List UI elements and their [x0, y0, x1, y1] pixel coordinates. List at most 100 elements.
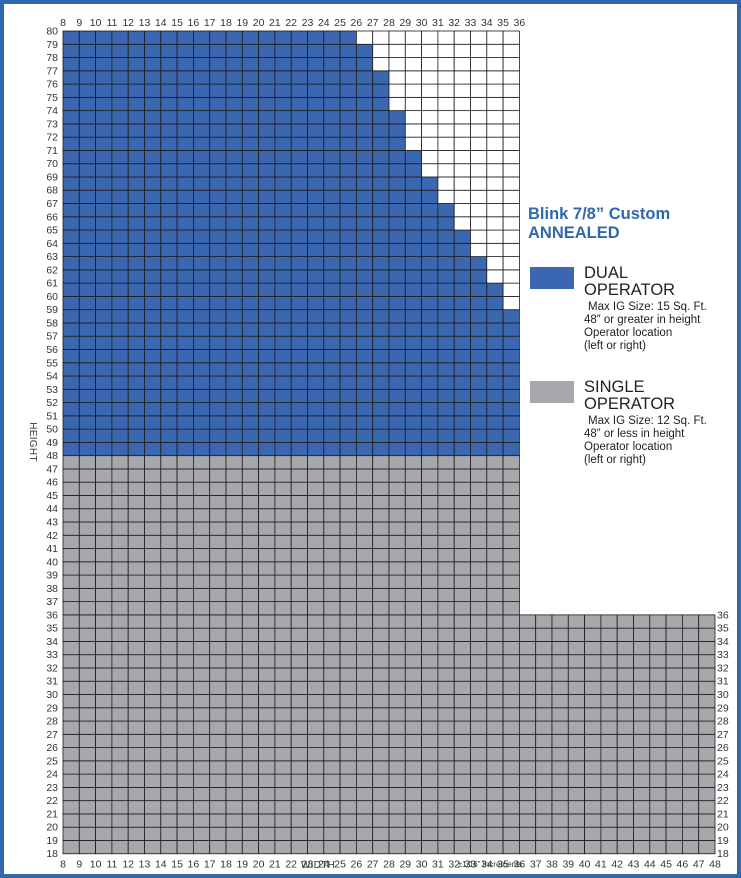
single-operator-cell	[209, 707, 227, 722]
single-operator-cell	[486, 667, 504, 682]
dual-operator-cell	[307, 96, 325, 112]
single-operator-cell	[519, 786, 537, 802]
dual-operator-cell	[209, 30, 227, 45]
dual-operator-cell	[225, 388, 243, 403]
single-operator-cell	[421, 627, 439, 642]
single-operator-cell	[470, 733, 488, 748]
single-operator-cell	[241, 720, 260, 735]
single-operator-cell	[453, 468, 471, 483]
single-operator-cell	[551, 786, 569, 802]
single-operator-cell	[698, 826, 716, 841]
single-operator-cell	[453, 601, 471, 616]
single-operator-cell	[323, 601, 341, 616]
dual-operator-cell	[225, 335, 243, 350]
single-operator-cell	[160, 694, 178, 709]
single-operator-cell	[225, 548, 243, 563]
single-operator-cell	[290, 561, 308, 576]
single-operator-cell	[160, 654, 178, 669]
single-operator-cell	[225, 680, 243, 695]
single-operator-cell	[404, 654, 422, 669]
dual-operator-cell	[372, 163, 390, 178]
dual-operator-cell	[176, 335, 194, 350]
single-operator-cell	[111, 747, 129, 762]
dual-operator-cell	[78, 176, 97, 191]
single-operator-cell	[665, 733, 683, 748]
dual-operator-cell	[209, 375, 227, 390]
single-operator-cell	[502, 601, 520, 616]
single-operator-cell	[78, 508, 97, 523]
dual-operator-cell	[95, 322, 113, 337]
single-operator-cell	[160, 747, 178, 762]
x-top-tick-label: 27	[367, 17, 379, 29]
single-operator-cell	[78, 694, 97, 709]
single-operator-cell	[225, 534, 243, 549]
single-operator-cell	[633, 733, 651, 748]
dual-operator-cell	[323, 70, 341, 85]
dual-operator-cell	[241, 176, 260, 191]
dual-operator-cell	[421, 176, 439, 191]
single-operator-cell	[388, 720, 406, 735]
x-bottom-tick-label: 10	[90, 859, 102, 871]
single-operator-cell	[95, 548, 113, 563]
empty-cell	[486, 43, 504, 58]
x-axis-label: WIDTH	[301, 860, 335, 871]
single-operator-cell	[535, 733, 553, 748]
dual-operator-cell	[355, 309, 374, 324]
single-operator-cell	[567, 773, 585, 788]
single-operator-cell	[665, 800, 683, 815]
single-operator-cell	[470, 773, 488, 788]
dual-operator-cell	[258, 176, 276, 191]
single-operator-cell	[307, 508, 325, 523]
single-operator-cell	[453, 641, 471, 656]
y-left-tick-label: 74	[46, 105, 58, 117]
single-operator-cell	[535, 773, 553, 788]
single-operator-cell	[535, 654, 553, 669]
dual-operator-cell	[192, 229, 211, 244]
single-operator-cell	[404, 680, 422, 695]
x-bottom-tick-label: 26	[351, 859, 363, 871]
dual-operator-cell	[274, 242, 292, 257]
single-operator-cell	[519, 694, 537, 709]
single-operator-cell	[519, 667, 537, 682]
single-operator-cell	[437, 694, 455, 709]
x-bottom-tick-label: 31	[432, 859, 444, 871]
dual-operator-cell	[144, 282, 162, 297]
dual-operator-cell	[209, 309, 227, 324]
single-operator-cell	[519, 614, 537, 629]
single-operator-cell	[584, 786, 602, 802]
dual-operator-cell	[95, 282, 113, 297]
dual-operator-cell	[160, 43, 178, 58]
single-operator-cell	[225, 667, 243, 682]
dual-operator-cell	[144, 441, 162, 457]
dual-operator-cell	[225, 242, 243, 257]
single-operator-cell	[404, 786, 422, 802]
empty-cell	[437, 176, 455, 191]
single-operator-cell	[649, 614, 667, 629]
dual-operator-cell	[290, 242, 308, 257]
single-operator-cell	[388, 654, 406, 669]
single-operator-cell	[225, 481, 243, 496]
single-operator-cell	[355, 760, 374, 775]
dual-operator-cell	[486, 335, 504, 350]
x-bottom-tick-label: 41	[595, 859, 607, 871]
dual-operator-cell	[225, 229, 243, 244]
single-operator-cell	[144, 534, 162, 549]
y-left-tick-label: 55	[46, 357, 58, 369]
single-operator-cell	[633, 826, 651, 841]
single-operator-cell	[144, 468, 162, 483]
single-operator-cell	[339, 455, 357, 470]
dual-operator-cell	[258, 441, 276, 457]
dual-operator-cell	[78, 96, 97, 112]
x-bottom-tick-label: 21	[269, 859, 281, 871]
single-operator-cell	[682, 773, 700, 788]
empty-cell	[486, 57, 504, 72]
single-operator-cell	[616, 720, 634, 735]
single-operator-cell	[274, 587, 292, 603]
dual-operator-cell	[62, 349, 80, 364]
empty-cell	[404, 57, 422, 72]
single-operator-cell	[209, 587, 227, 603]
single-operator-cell	[111, 587, 129, 603]
dual-operator-cell	[62, 402, 80, 417]
single-operator-cell	[323, 481, 341, 496]
dual-operator-cell	[355, 163, 374, 178]
